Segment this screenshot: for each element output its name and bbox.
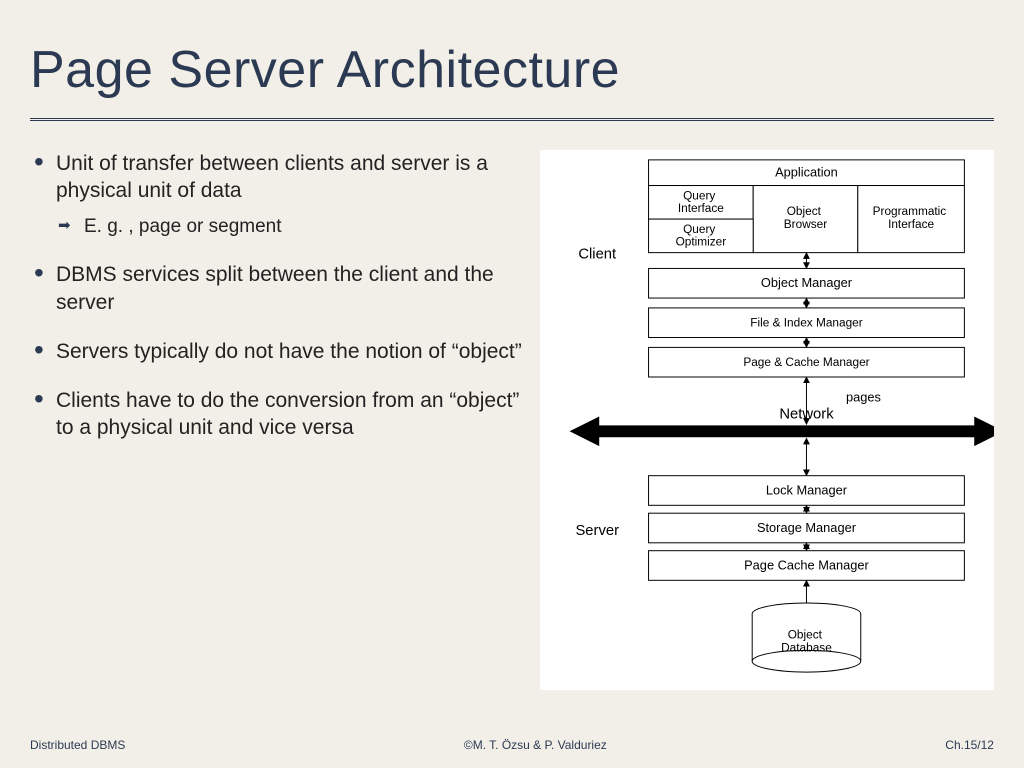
- bullet-text: Unit of transfer between clients and ser…: [56, 152, 488, 202]
- db-label-l2: Database: [781, 640, 832, 654]
- bullet-item: Unit of transfer between clients and ser…: [30, 150, 530, 239]
- content-row: Unit of transfer between clients and ser…: [30, 150, 994, 690]
- svg-text:Object Database: Object Database: [781, 628, 832, 655]
- server-label: Server: [575, 523, 619, 539]
- box-prog-iface-l2: Interface: [888, 217, 934, 231]
- bullet-item: Servers typically do not have the notion…: [30, 338, 530, 365]
- box-query-opt-l2: Optimizer: [676, 235, 727, 249]
- svg-text:Object Browser: Object Browser: [784, 204, 827, 231]
- bullet-item: Clients have to do the conversion from a…: [30, 387, 530, 442]
- slide-footer: Distributed DBMS ©M. T. Özsu & P. Valdur…: [30, 738, 994, 752]
- architecture-diagram: Application Query Interface Object Brows…: [540, 150, 994, 690]
- bullet-item: DBMS services split between the client a…: [30, 261, 530, 316]
- client-label: Client: [578, 247, 616, 263]
- server-stack: Lock Manager Storage Manager Page Cache …: [649, 476, 965, 581]
- network-label: Network: [779, 406, 834, 422]
- bullet-text: Clients have to do the conversion from a…: [56, 389, 519, 439]
- sub-bullet: E. g. , page or segment: [56, 215, 530, 240]
- box-lock-manager: Lock Manager: [766, 482, 848, 497]
- footer-center: ©M. T. Özsu & P. Valduriez: [464, 738, 607, 752]
- box-file-index: File & Index Manager: [750, 316, 862, 330]
- svg-text:Query Optimizer: Query Optimizer: [676, 222, 727, 249]
- box-storage-manager: Storage Manager: [757, 520, 857, 535]
- database-cylinder: Object Database: [752, 603, 861, 672]
- footer-right: Ch.15/12: [945, 738, 994, 752]
- bullet-list: Unit of transfer between clients and ser…: [30, 150, 530, 690]
- box-query-interface-l2: Interface: [678, 201, 724, 215]
- box-object-browser-l2: Browser: [784, 217, 827, 231]
- svg-text:Query Interface: Query Interface: [678, 188, 724, 215]
- slide: Page Server Architecture Unit of transfe…: [0, 0, 1024, 768]
- diagram-svg: Application Query Interface Object Brows…: [540, 150, 994, 683]
- box-application: Application: [775, 165, 838, 180]
- title-rule: [30, 118, 994, 122]
- pages-label: pages: [846, 390, 881, 405]
- box-object-manager: Object Manager: [761, 275, 853, 290]
- bullet-text: Servers typically do not have the notion…: [56, 340, 522, 363]
- footer-left: Distributed DBMS: [30, 738, 125, 752]
- page-title: Page Server Architecture: [30, 40, 994, 100]
- box-server-page-cache: Page Cache Manager: [744, 557, 869, 572]
- box-page-cache: Page & Cache Manager: [743, 355, 869, 369]
- bullet-text: DBMS services split between the client a…: [56, 263, 494, 313]
